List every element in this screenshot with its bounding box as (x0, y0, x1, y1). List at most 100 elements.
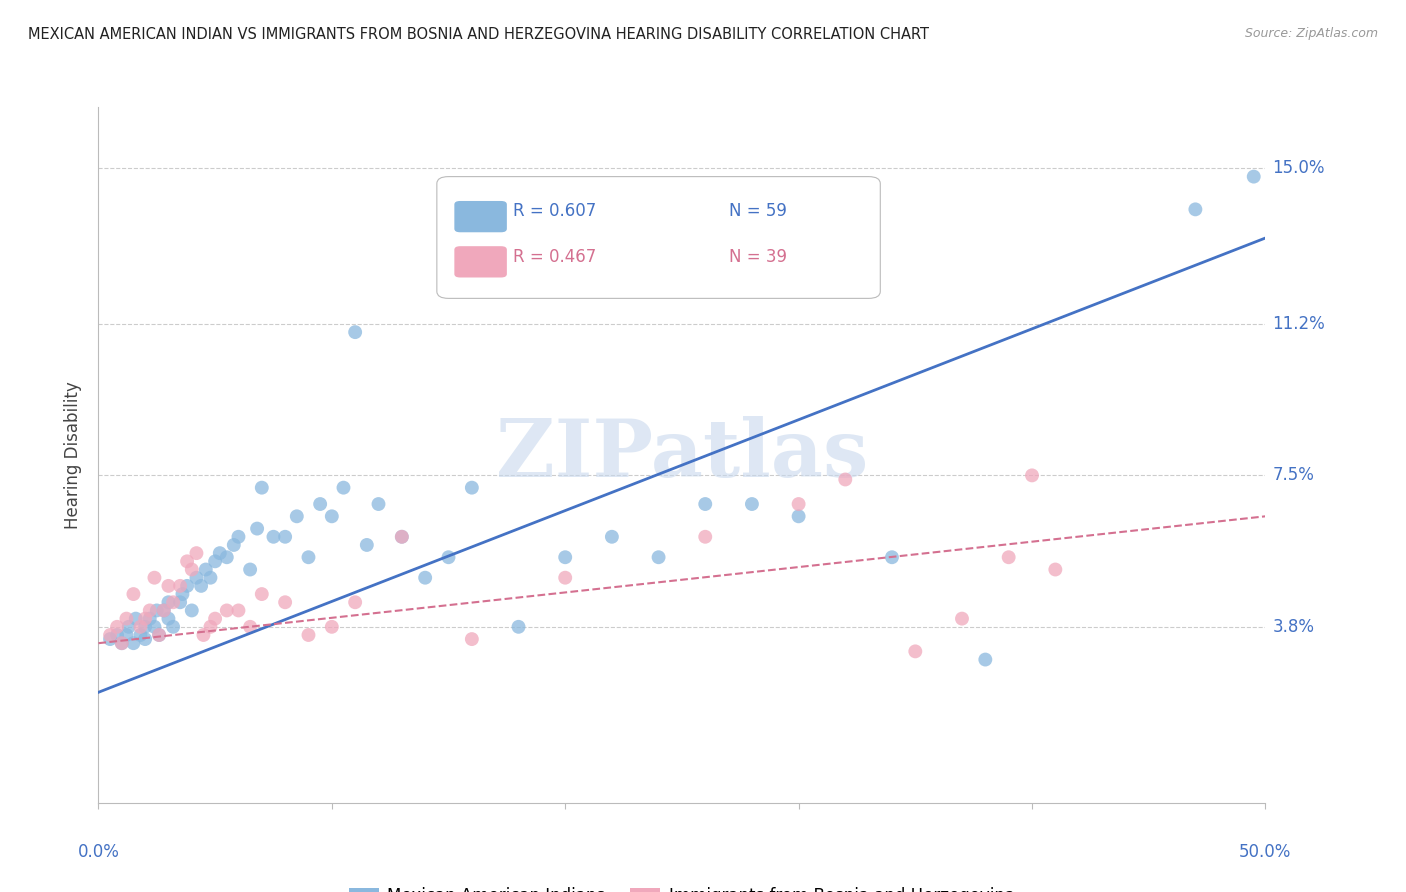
Text: 0.0%: 0.0% (77, 843, 120, 861)
Point (157, 612, 180, 626)
Point (413, 571, 436, 585)
Text: R = 0.607: R = 0.607 (513, 202, 596, 220)
Point (344, 325, 367, 339)
Point (695, 530, 717, 544)
Point (115, 628, 138, 642)
Point (461, 481, 484, 495)
Point (461, 632, 484, 646)
Point (250, 587, 273, 601)
Text: 3.8%: 3.8% (1272, 618, 1315, 636)
Point (250, 481, 273, 495)
Point (148, 628, 170, 642)
Point (554, 550, 576, 565)
Point (193, 628, 215, 642)
Point (367, 497, 389, 511)
Point (176, 579, 198, 593)
Text: 7.5%: 7.5% (1272, 467, 1315, 484)
Point (190, 579, 212, 593)
Point (741, 497, 763, 511)
Text: 11.2%: 11.2% (1272, 315, 1326, 333)
Point (950, 612, 973, 626)
Point (129, 620, 152, 634)
Point (98, 632, 121, 646)
Point (152, 603, 174, 617)
Point (1021, 468, 1043, 483)
Point (169, 579, 191, 593)
Point (115, 612, 138, 626)
Point (118, 620, 141, 634)
Point (297, 628, 319, 642)
Point (129, 628, 152, 642)
Text: 50.0%: 50.0% (1239, 843, 1292, 861)
Point (215, 550, 238, 565)
Point (143, 620, 166, 634)
FancyBboxPatch shape (437, 177, 880, 298)
Point (787, 509, 810, 524)
Point (200, 620, 222, 634)
Point (332, 481, 354, 495)
Legend: Mexican American Indians, Immigrants from Bosnia and Herzegovina: Mexican American Indians, Immigrants fro… (342, 880, 1022, 892)
Point (152, 603, 174, 617)
Point (134, 632, 156, 646)
Point (157, 579, 180, 593)
Point (1184, 202, 1206, 217)
Point (105, 628, 128, 642)
Point (309, 497, 332, 511)
Point (180, 562, 202, 576)
FancyBboxPatch shape (454, 246, 506, 277)
Point (239, 562, 262, 576)
Point (186, 546, 208, 560)
Point (139, 612, 162, 626)
Text: 15.0%: 15.0% (1272, 160, 1324, 178)
Point (208, 546, 231, 560)
Y-axis label: Hearing Disability: Hearing Disability (65, 381, 83, 529)
Point (148, 628, 170, 642)
Point (228, 603, 250, 617)
Point (974, 652, 997, 666)
Point (186, 571, 208, 585)
Point (200, 571, 222, 585)
Point (222, 538, 245, 552)
Point (169, 595, 191, 609)
Point (321, 620, 343, 634)
Point (204, 612, 226, 626)
Point (228, 530, 250, 544)
Point (1243, 169, 1265, 184)
Point (356, 538, 378, 552)
Point (344, 595, 367, 609)
Point (122, 587, 145, 601)
Point (695, 497, 717, 511)
Point (122, 636, 145, 650)
Point (143, 571, 166, 585)
Point (162, 620, 184, 634)
Point (180, 603, 202, 617)
FancyBboxPatch shape (454, 201, 506, 232)
Point (146, 603, 169, 617)
Text: ZIPatlas: ZIPatlas (496, 416, 868, 494)
Point (111, 636, 134, 650)
Point (157, 595, 180, 609)
Text: Source: ZipAtlas.com: Source: ZipAtlas.com (1244, 27, 1378, 40)
Point (98, 628, 121, 642)
Text: MEXICAN AMERICAN INDIAN VS IMMIGRANTS FROM BOSNIA AND HERZEGOVINA HEARING DISABI: MEXICAN AMERICAN INDIAN VS IMMIGRANTS FR… (28, 27, 929, 42)
Point (134, 612, 156, 626)
Point (321, 509, 343, 524)
Point (194, 562, 217, 576)
Point (176, 554, 198, 568)
Point (239, 620, 262, 634)
Point (997, 550, 1019, 565)
Text: R = 0.467: R = 0.467 (513, 248, 596, 266)
Point (391, 530, 413, 544)
Point (262, 530, 284, 544)
Point (162, 595, 184, 609)
Text: N = 59: N = 59 (728, 202, 786, 220)
Point (134, 620, 156, 634)
Point (139, 603, 162, 617)
Point (880, 550, 903, 565)
Point (297, 550, 319, 565)
Point (204, 554, 226, 568)
Point (600, 530, 623, 544)
Point (391, 530, 413, 544)
Text: N = 39: N = 39 (728, 248, 786, 266)
Point (285, 509, 308, 524)
